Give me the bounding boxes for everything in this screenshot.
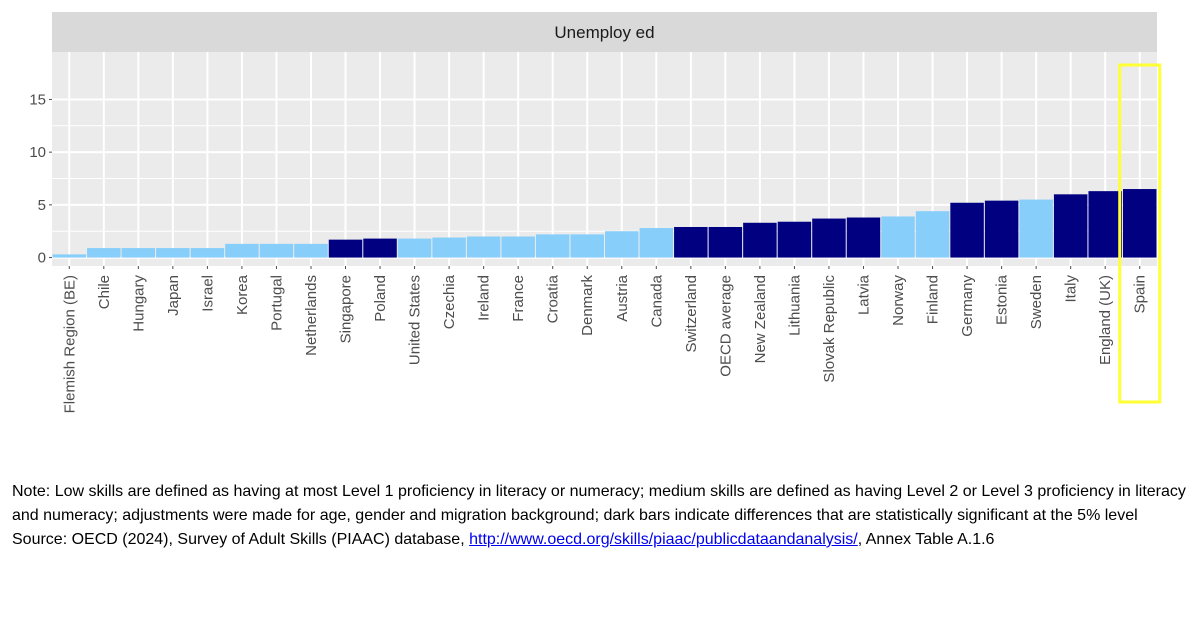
source-link[interactable]: http://www.oecd.org/skills/piaac/publicd… xyxy=(469,531,858,548)
bar xyxy=(984,200,1019,258)
x-category-label: United States xyxy=(407,275,424,365)
x-category-label: Flemish Region (BE) xyxy=(61,275,78,413)
x-category-label: New Zealand xyxy=(752,275,769,363)
bar xyxy=(570,234,604,258)
x-category-label: Norway xyxy=(890,275,907,326)
bar xyxy=(397,238,432,258)
x-category-label: England (UK) xyxy=(1097,275,1114,365)
x-category-label: Czechia xyxy=(441,274,458,329)
y-tick-label: 15 xyxy=(29,91,46,108)
bar xyxy=(708,226,743,258)
bar xyxy=(363,238,397,258)
bar xyxy=(87,248,121,258)
bar xyxy=(121,248,156,258)
bar xyxy=(1019,199,1053,258)
x-category-label: Croatia xyxy=(545,274,562,323)
x-category-label: Finland xyxy=(925,275,942,324)
x-category-label: Germany xyxy=(959,275,976,337)
x-category-label: Israel xyxy=(199,275,216,312)
x-category-label: OECD average xyxy=(717,275,734,377)
bar xyxy=(1122,189,1157,258)
bar xyxy=(881,216,915,258)
bar xyxy=(225,243,259,258)
x-axis-labels: Flemish Region (BE) Chile Hungary Japan Isra… xyxy=(61,266,1149,413)
x-category-label: Sweden xyxy=(1028,275,1045,329)
y-tick-label: 10 xyxy=(29,144,46,161)
x-category-label: Ireland xyxy=(476,275,493,321)
x-category-label: Latvia xyxy=(855,274,872,315)
x-category-label: Chile xyxy=(96,275,113,309)
x-category-label: Netherlands xyxy=(303,275,320,356)
bar xyxy=(52,254,87,258)
x-category-label: Poland xyxy=(372,275,389,322)
bar-chart: Unemploy ed 0 5 10 15 Flemish Region (BE) Ch… xyxy=(29,12,1162,413)
bar xyxy=(915,211,950,258)
x-category-label: Switzerland xyxy=(683,275,700,353)
highlight-box xyxy=(1118,63,1162,404)
bar xyxy=(846,217,881,258)
bar xyxy=(259,243,294,258)
source-suffix: , Annex Table A.1.6 xyxy=(857,531,995,548)
bar xyxy=(535,234,570,258)
bar xyxy=(777,221,812,258)
bar xyxy=(639,228,674,258)
x-category-label: France xyxy=(510,275,527,322)
x-category-label: Slovak Republic xyxy=(821,275,838,383)
strip-background xyxy=(52,12,1157,52)
chart-notes: Note: Low skills are defined as having a… xyxy=(12,480,1192,552)
bar xyxy=(190,248,225,258)
bar xyxy=(294,243,328,258)
bar xyxy=(432,237,466,258)
bar xyxy=(1088,191,1122,258)
source-prefix: Source: OECD (2024), Survey of Adult Ski… xyxy=(12,531,470,548)
y-axis-ticks: 0 5 10 15 xyxy=(29,91,52,267)
x-category-label: Italy xyxy=(1063,275,1080,303)
bar xyxy=(466,236,501,258)
y-tick-label: 0 xyxy=(38,250,46,267)
bar xyxy=(328,239,363,258)
x-category-label: Korea xyxy=(234,274,251,315)
note-text: Note: Low skills are defined as having a… xyxy=(12,483,1186,524)
x-category-label: Spain xyxy=(1132,275,1149,313)
bar xyxy=(950,202,984,258)
bar xyxy=(605,231,639,258)
x-category-label: Japan xyxy=(165,275,182,316)
x-category-label: Hungary xyxy=(130,275,147,332)
x-category-label: Portugal xyxy=(268,275,285,331)
bars xyxy=(52,189,1157,258)
x-category-label: Lithuania xyxy=(786,274,803,336)
x-category-label: Estonia xyxy=(994,274,1011,325)
x-category-label: Austria xyxy=(614,274,631,321)
bar xyxy=(501,236,535,258)
bar xyxy=(674,226,708,258)
bar xyxy=(156,248,190,258)
source-line: Source: OECD (2024), Survey of Adult Ski… xyxy=(12,528,1192,552)
facet-title: Unemploy ed xyxy=(554,23,654,42)
x-category-label: Canada xyxy=(648,274,665,327)
bar xyxy=(743,222,777,258)
x-category-label: Singapore xyxy=(338,275,355,343)
x-category-label: Denmark xyxy=(579,275,596,336)
bar xyxy=(812,218,846,258)
bar xyxy=(1053,194,1088,258)
y-tick-label: 5 xyxy=(38,197,46,214)
